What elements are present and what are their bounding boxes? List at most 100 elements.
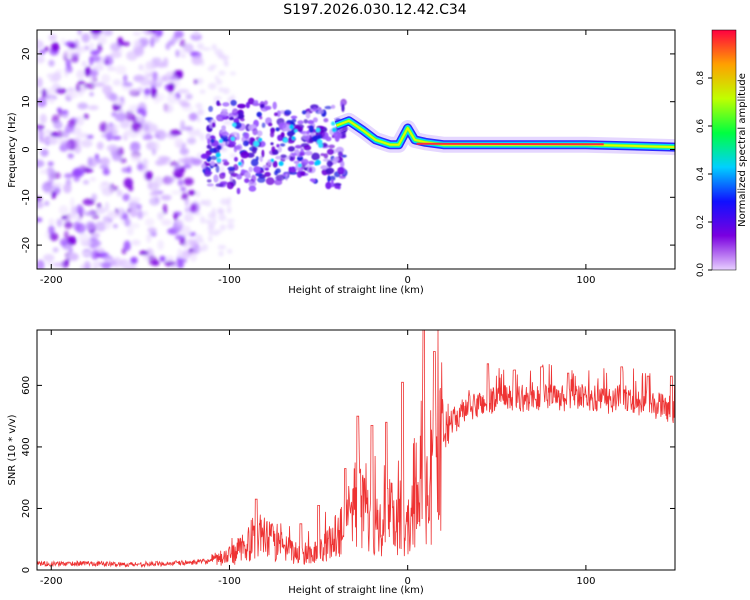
cluster-blob	[206, 179, 212, 183]
spectrogram-y-tick-label: -20	[21, 237, 32, 253]
noise-blob	[59, 238, 68, 247]
noise-blob	[88, 42, 95, 52]
noise-blob	[102, 215, 108, 223]
cluster-blob	[259, 155, 264, 163]
cluster-blob	[209, 135, 216, 139]
noise-blob	[77, 30, 82, 36]
noise-blob	[126, 227, 134, 236]
cluster-blob	[270, 128, 275, 134]
noise-blob	[75, 46, 82, 52]
noise-blob	[50, 131, 58, 137]
noise-blob	[218, 250, 224, 257]
noise-blob	[137, 162, 144, 171]
cluster-blob	[275, 155, 282, 160]
noise-blob	[52, 71, 62, 82]
noise-blob	[144, 159, 150, 166]
spectrogram-ridge-layer	[333, 112, 675, 156]
spectrogram-noise-layer	[37, 30, 237, 269]
snr-x-tick-label: 100	[576, 576, 595, 587]
noise-blob	[160, 194, 172, 201]
cluster-blob	[253, 100, 259, 105]
noise-blob	[106, 144, 119, 152]
noise-blob	[114, 112, 127, 122]
noise-blob	[173, 168, 184, 179]
cluster-blob	[221, 172, 226, 176]
noise-blob	[95, 206, 106, 214]
noise-blob	[177, 69, 183, 79]
cluster-blob	[240, 117, 245, 122]
cluster-blob	[303, 145, 312, 151]
cluster-blob	[308, 160, 315, 165]
cluster-blob	[297, 155, 304, 162]
noise-blob	[214, 75, 219, 81]
noise-blob	[220, 198, 229, 206]
spectrogram-x-tick-label: 0	[404, 275, 410, 286]
noise-blob	[184, 126, 193, 131]
noise-blob	[122, 193, 130, 202]
snr-y-ticks: 0 200 400 600	[21, 376, 675, 573]
noise-blob	[75, 204, 84, 215]
noise-blob	[196, 110, 205, 116]
noise-blob	[207, 66, 215, 72]
noise-blob	[48, 59, 55, 67]
noise-blob	[73, 221, 81, 232]
noise-blob	[191, 55, 203, 66]
noise-blob	[83, 211, 96, 216]
noise-blob	[48, 218, 55, 226]
colorbar-tick-label: 0.0	[696, 263, 706, 278]
noise-blob	[70, 206, 78, 216]
snr-frame	[36, 329, 676, 571]
noise-blob	[219, 224, 226, 231]
cluster-hotspot	[289, 124, 294, 130]
cluster-blob	[271, 146, 276, 152]
noise-blob	[90, 30, 103, 35]
noise-blob	[144, 170, 153, 181]
noise-blob	[167, 93, 178, 105]
noise-blob	[39, 169, 49, 175]
noise-blob	[67, 153, 74, 159]
noise-blob	[102, 168, 110, 176]
cluster-blob	[264, 167, 269, 171]
noise-blob	[112, 79, 122, 86]
noise-blob	[183, 43, 194, 53]
noise-blob	[204, 199, 212, 207]
cluster-hotspot	[297, 163, 302, 168]
cluster-hotspot	[331, 127, 337, 133]
noise-blob	[186, 137, 197, 145]
noise-blob	[52, 262, 65, 268]
noise-blob	[138, 64, 144, 71]
cluster-blob	[320, 165, 329, 170]
cluster-blob	[256, 130, 263, 137]
noise-blob	[97, 43, 103, 53]
cluster-blob	[289, 166, 297, 173]
noise-blob	[219, 208, 225, 215]
noise-blob	[81, 139, 93, 148]
noise-blob	[176, 261, 184, 269]
colorbar-label: Normalized spectral amplitude	[737, 73, 748, 227]
noise-blob	[80, 264, 86, 269]
cluster-blob	[263, 106, 271, 110]
noise-blob	[196, 42, 204, 50]
snr-y-tick-label: 400	[21, 437, 32, 456]
noise-blob	[123, 177, 133, 189]
snr-panel: -200 -100 0 100 0 200 400 600 Height of straig…	[7, 329, 676, 596]
noise-blob	[136, 115, 143, 124]
cluster-blob	[217, 114, 227, 118]
cluster-blob	[272, 101, 277, 110]
noise-blob	[64, 124, 75, 134]
cluster-blob	[309, 178, 316, 182]
noise-blob	[41, 88, 47, 99]
cluster-blob	[256, 111, 262, 118]
cluster-blob	[297, 167, 304, 172]
snr-x-tick-label: 0	[404, 576, 410, 587]
noise-blob	[101, 187, 114, 196]
cluster-blob	[265, 177, 275, 186]
snr-x-ticks: -200 -100 0 100	[40, 330, 595, 587]
cluster-blob	[303, 119, 308, 124]
noise-blob	[177, 179, 184, 187]
noise-blob	[169, 129, 182, 136]
cluster-blob	[221, 108, 228, 113]
noise-blob	[63, 183, 72, 194]
noise-blob	[151, 57, 162, 63]
cluster-blob	[280, 132, 285, 138]
